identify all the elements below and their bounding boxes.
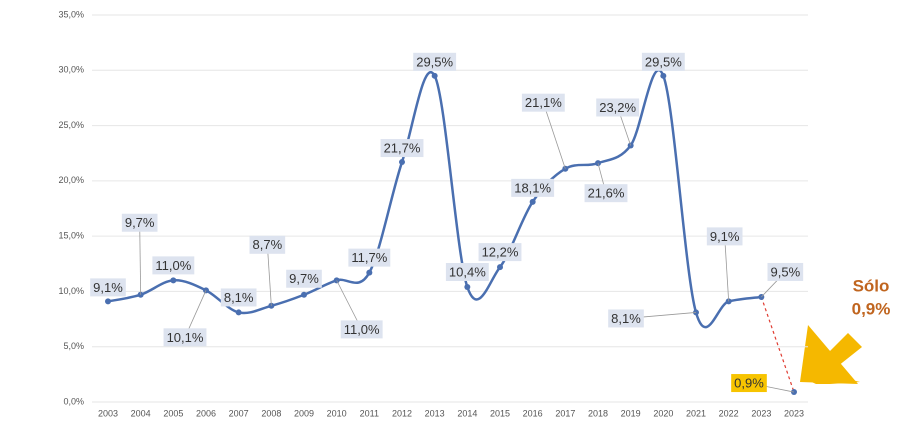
value-label: 9,1% bbox=[710, 229, 740, 244]
label-box bbox=[596, 98, 640, 117]
value-label: 21,6% bbox=[588, 186, 625, 201]
value-label: 10,4% bbox=[449, 264, 486, 279]
annotation: 0,9% bbox=[852, 299, 891, 318]
value-label: 11,0% bbox=[344, 322, 380, 337]
value-label: 21,1% bbox=[525, 95, 562, 110]
label-box bbox=[731, 374, 767, 393]
x-tick-label: 2023 bbox=[751, 408, 771, 418]
label-box bbox=[767, 262, 804, 281]
label-box bbox=[445, 263, 489, 282]
value-label: 29,5% bbox=[416, 54, 453, 69]
value-label: 9,7% bbox=[125, 215, 155, 230]
label-box bbox=[152, 256, 195, 275]
x-tick-label: 2022 bbox=[719, 408, 739, 418]
y-tick-label: 35,0% bbox=[58, 9, 84, 19]
value-label: 8,1% bbox=[224, 290, 254, 305]
x-tick-label: 2015 bbox=[490, 408, 510, 418]
label-box bbox=[413, 52, 457, 71]
value-label: 29,5% bbox=[645, 54, 682, 69]
value-label: 11,7% bbox=[351, 250, 387, 265]
label-box bbox=[380, 139, 424, 158]
x-tick-label: 2005 bbox=[163, 408, 183, 418]
y-tick-label: 20,0% bbox=[58, 175, 84, 185]
label-box bbox=[478, 243, 522, 262]
label-box bbox=[584, 184, 628, 203]
value-label: 23,2% bbox=[599, 100, 636, 115]
annotation: Sólo bbox=[853, 276, 890, 295]
point bbox=[529, 198, 536, 205]
value-label: 18,1% bbox=[514, 180, 551, 195]
x-tick-label: 2011 bbox=[360, 408, 379, 418]
y-tick-label: 15,0% bbox=[58, 231, 84, 241]
y-tick-label: 0,0% bbox=[63, 396, 84, 406]
value-label: 12,2% bbox=[482, 245, 519, 260]
label-box bbox=[641, 52, 685, 71]
value-label: 9,5% bbox=[771, 264, 801, 279]
label-box bbox=[521, 93, 565, 112]
point bbox=[105, 298, 111, 305]
point bbox=[660, 72, 667, 79]
x-tick-label: 2014 bbox=[457, 408, 477, 418]
value-label: 10,1% bbox=[167, 330, 204, 345]
label-box bbox=[348, 248, 391, 267]
x-tick-label: 2013 bbox=[425, 408, 445, 418]
value-label: 9,7% bbox=[289, 271, 319, 286]
x-tick-label: 2020 bbox=[653, 408, 673, 418]
leader-line bbox=[139, 222, 142, 295]
value-label: 9,1% bbox=[93, 280, 123, 295]
value-label: 11,0% bbox=[155, 258, 191, 273]
point bbox=[464, 284, 471, 291]
x-tick-label: 2004 bbox=[131, 408, 151, 418]
value-label: 8,7% bbox=[253, 237, 283, 252]
point bbox=[399, 159, 405, 166]
value-label: 0,9% bbox=[734, 375, 764, 390]
point bbox=[497, 264, 503, 271]
x-tick-label: 2010 bbox=[327, 408, 347, 418]
x-tick-label: 2019 bbox=[621, 408, 641, 418]
label-box bbox=[340, 320, 383, 339]
label-box bbox=[286, 269, 322, 288]
y-tick-label: 30,0% bbox=[58, 65, 84, 75]
label-box bbox=[249, 235, 286, 254]
point bbox=[235, 309, 242, 316]
point bbox=[366, 269, 373, 276]
point bbox=[301, 291, 307, 298]
value-label: 21,7% bbox=[384, 140, 421, 155]
y-tick-label: 5,0% bbox=[63, 341, 84, 351]
x-tick-label: 2023 bbox=[784, 408, 804, 418]
y-tick-label: 10,0% bbox=[58, 286, 84, 296]
leader-line bbox=[266, 244, 272, 306]
label-box bbox=[163, 328, 207, 347]
label-box bbox=[511, 178, 555, 197]
value-label: 8,1% bbox=[611, 311, 641, 326]
label-box bbox=[121, 213, 158, 232]
y-tick-label: 25,0% bbox=[58, 120, 84, 130]
x-tick-label: 2018 bbox=[588, 408, 608, 418]
label-box bbox=[608, 309, 644, 328]
arrow-head bbox=[800, 325, 858, 384]
label-box bbox=[706, 227, 743, 246]
label-box bbox=[90, 278, 126, 297]
x-tick-label: 2016 bbox=[523, 408, 543, 418]
x-tick-label: 2021 bbox=[686, 408, 706, 418]
x-tick-label: 2008 bbox=[261, 408, 281, 418]
x-tick-label: 2012 bbox=[392, 408, 412, 418]
point bbox=[170, 277, 177, 284]
connector bbox=[760, 296, 795, 393]
leader-line bbox=[724, 236, 730, 302]
point bbox=[431, 72, 438, 79]
x-tick-label: 2003 bbox=[98, 408, 118, 418]
label-box bbox=[220, 288, 257, 307]
x-tick-label: 2007 bbox=[229, 408, 249, 418]
x-tick-label: 2017 bbox=[555, 408, 575, 418]
leader-line bbox=[542, 102, 566, 169]
x-tick-label: 2009 bbox=[294, 408, 314, 418]
x-tick-label: 2006 bbox=[196, 408, 216, 418]
